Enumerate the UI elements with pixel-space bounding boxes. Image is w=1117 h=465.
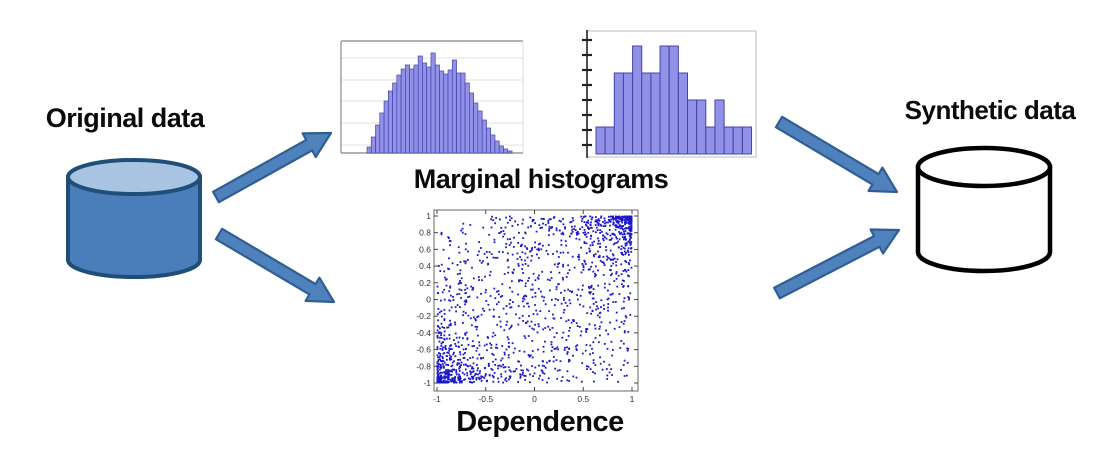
- svg-text:0.6: 0.6: [419, 244, 431, 254]
- svg-text:0.5: 0.5: [577, 394, 589, 404]
- svg-text:-0.8: -0.8: [416, 361, 431, 371]
- svg-text:0.8: 0.8: [419, 228, 431, 238]
- marginal-histogram-coarse-chart: [582, 30, 757, 158]
- svg-text:0: 0: [532, 394, 537, 404]
- svg-text:-0.4: -0.4: [416, 328, 431, 338]
- original-data-label: Original data: [45, 103, 205, 133]
- svg-text:0.4: 0.4: [419, 261, 431, 271]
- synthetic-database-icon: [915, 145, 1053, 274]
- synthetic-data-label: Synthetic data: [904, 95, 1076, 125]
- svg-text:1: 1: [630, 394, 635, 404]
- marginal-histogram-fine-chart: [340, 40, 524, 154]
- svg-text:1: 1: [426, 211, 431, 221]
- arrow-scatter-to-synthetic: [773, 228, 901, 300]
- svg-text:0: 0: [426, 295, 431, 305]
- svg-text:-1: -1: [433, 394, 441, 404]
- svg-text:-0.6: -0.6: [416, 345, 431, 355]
- dependence-label: Dependence: [456, 406, 624, 438]
- arrow-original-to-scatter: [214, 227, 336, 304]
- svg-text:-0.2: -0.2: [416, 311, 431, 321]
- dependence-scatter-chart: 1 0.8 0.6 0.4 0.2 0 -0.2 -0.4 -0.6 -0.8 -1-1 -0.5 0 0…: [416, 209, 639, 404]
- arrow-histograms-to-synthetic: [774, 115, 899, 194]
- svg-text:-1: -1: [423, 378, 431, 388]
- marginal-histograms-label: Marginal histograms: [413, 164, 669, 194]
- original-database-icon: [66, 158, 202, 279]
- svg-text:-0.5: -0.5: [478, 394, 493, 404]
- svg-text:0.2: 0.2: [419, 278, 431, 288]
- arrow-original-to-histograms: [212, 131, 333, 204]
